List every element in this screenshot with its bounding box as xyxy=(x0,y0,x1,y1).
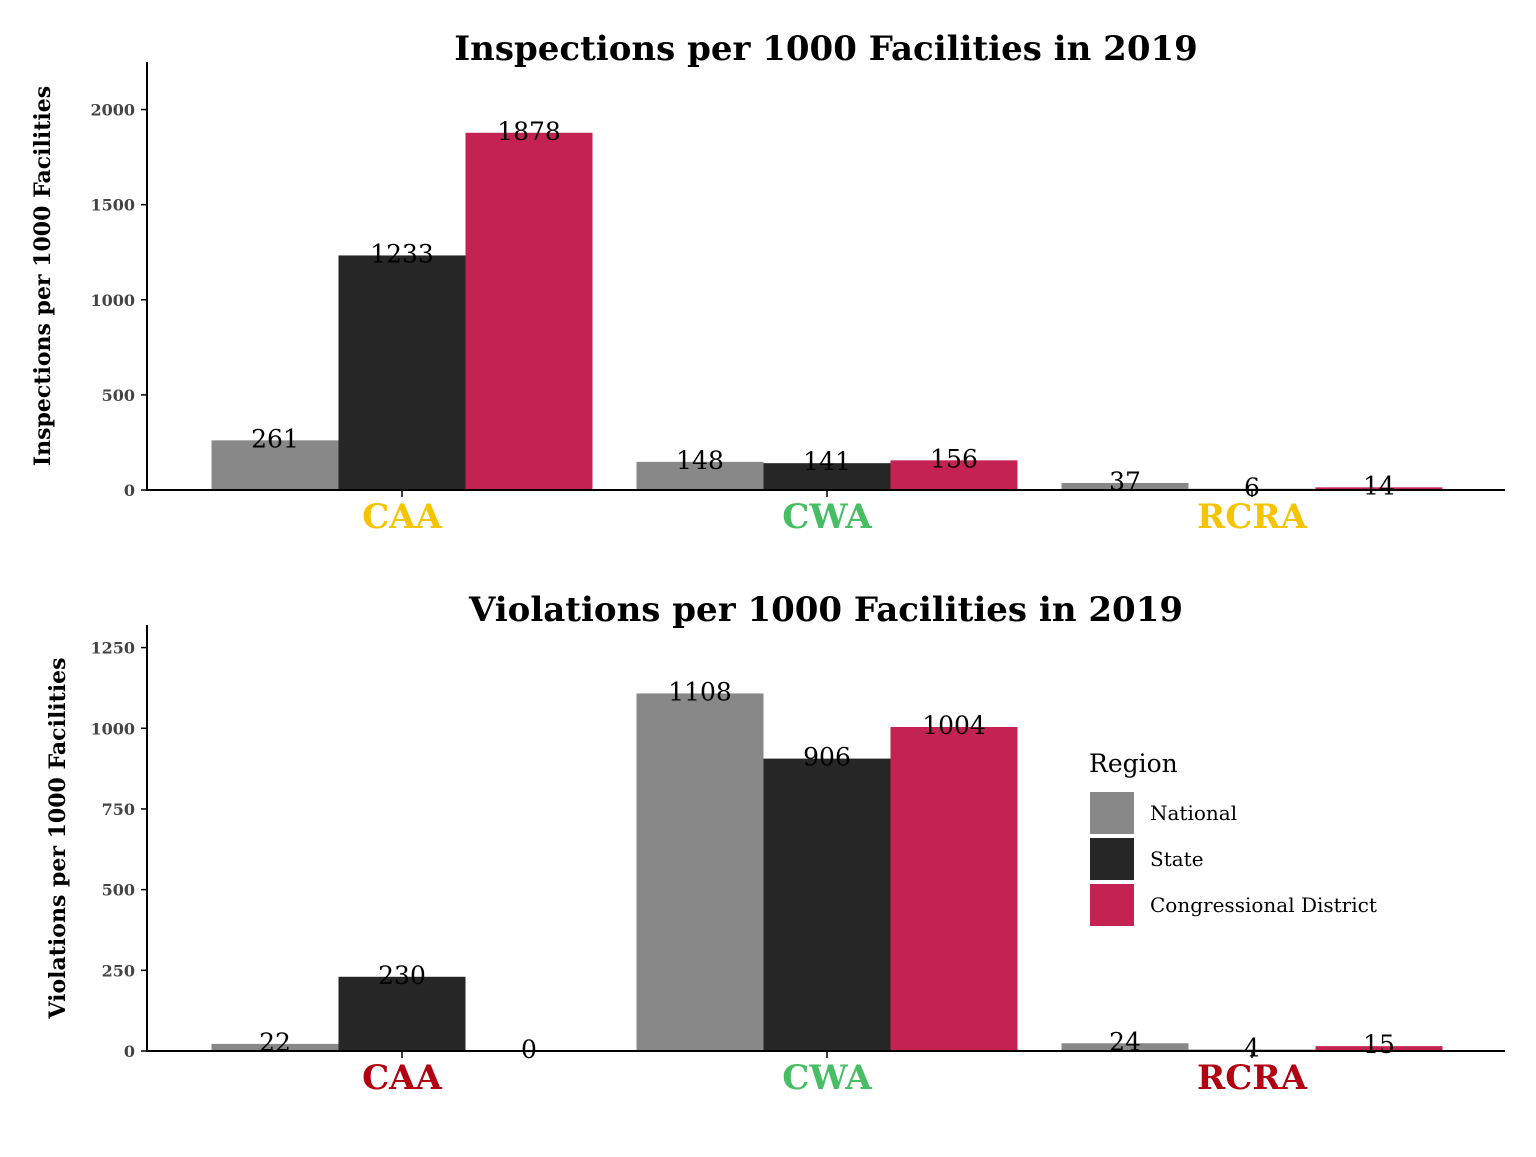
data-label: 4 xyxy=(1244,1034,1260,1063)
bar-caa-national xyxy=(211,1043,339,1051)
data-label: 156 xyxy=(930,444,978,473)
bar-caa-state xyxy=(338,255,466,490)
data-label: 141 xyxy=(803,447,851,476)
bar-cwa-state xyxy=(763,758,891,1051)
y-tick-label: 1250 xyxy=(90,639,135,658)
chart-title: Inspections per 1000 Facilities in 2019 xyxy=(454,29,1198,69)
y-tick-label: 500 xyxy=(102,386,135,405)
chart-title: Violations per 1000 Facilities in 2019 xyxy=(468,590,1183,630)
data-label: 1004 xyxy=(922,711,986,740)
y-tick-label: 2000 xyxy=(90,101,135,120)
data-label: 6 xyxy=(1244,473,1260,502)
bar-cwa-national xyxy=(636,693,764,1051)
legend-label: Congressional District xyxy=(1150,893,1377,917)
y-tick-label: 250 xyxy=(102,961,135,980)
bar-rcra-congressional-district xyxy=(1315,1046,1443,1051)
data-label: 14 xyxy=(1363,471,1395,500)
y-axis-label: Inspections per 1000 Facilities xyxy=(30,86,56,466)
bar-cwa-congressional-district xyxy=(890,726,1018,1051)
bar-rcra-national xyxy=(1061,482,1189,490)
x-tick-label-caa: CAA xyxy=(362,497,442,537)
y-tick-label: 1500 xyxy=(90,196,135,215)
data-label: 37 xyxy=(1109,467,1141,496)
legend-swatch-congressional-district xyxy=(1090,884,1134,926)
bar-cwa-state xyxy=(763,463,891,490)
legend-swatch-national xyxy=(1090,792,1134,834)
data-label: 906 xyxy=(803,743,851,772)
x-tick-label-rcra: RCRA xyxy=(1197,1058,1308,1098)
data-label: 1233 xyxy=(370,239,434,268)
bar-cwa-national xyxy=(636,461,764,490)
chart-panel-2: Violations per 1000 Facilities in 2019 Vi… xyxy=(45,590,1505,1098)
bar-rcra-national xyxy=(1061,1043,1189,1051)
legend-swatch-state xyxy=(1090,838,1134,880)
bar-cwa-congressional-district xyxy=(890,460,1018,490)
bar-caa-national xyxy=(211,440,339,490)
y-tick-label: 0 xyxy=(124,1042,135,1061)
data-label: 261 xyxy=(251,424,299,453)
data-label: 15 xyxy=(1363,1030,1395,1059)
legend-title: Region xyxy=(1089,749,1178,778)
data-label: 1108 xyxy=(668,677,732,706)
data-label: 22 xyxy=(259,1028,291,1057)
y-tick-label: 500 xyxy=(102,881,135,900)
x-tick-label-cwa: CWA xyxy=(782,1058,872,1098)
y-axis-label: Violations per 1000 Facilities xyxy=(45,657,71,1019)
x-tick-label-rcra: RCRA xyxy=(1197,497,1308,537)
data-label: 0 xyxy=(521,1035,537,1064)
data-label: 148 xyxy=(676,446,724,475)
y-tick-label: 1000 xyxy=(90,291,135,310)
legend-label: State xyxy=(1150,847,1204,871)
bar-caa-congressional-district xyxy=(465,132,593,490)
y-tick-label: 750 xyxy=(102,800,135,819)
legend-label: National xyxy=(1150,801,1237,825)
data-label: 230 xyxy=(378,961,426,990)
bar-rcra-congressional-district xyxy=(1315,487,1443,490)
x-tick-label-cwa: CWA xyxy=(782,497,872,537)
x-tick-label-caa: CAA xyxy=(362,1058,442,1098)
chart-panel-1: Inspections per 1000 Facilities in 2019 I… xyxy=(30,29,1505,537)
data-label: 1878 xyxy=(497,117,561,146)
y-tick-label: 1000 xyxy=(90,719,135,738)
bar-caa-state xyxy=(338,976,466,1051)
y-tick-label: 0 xyxy=(124,481,135,500)
legend: Region National State Congressional Distric… xyxy=(1089,749,1377,926)
